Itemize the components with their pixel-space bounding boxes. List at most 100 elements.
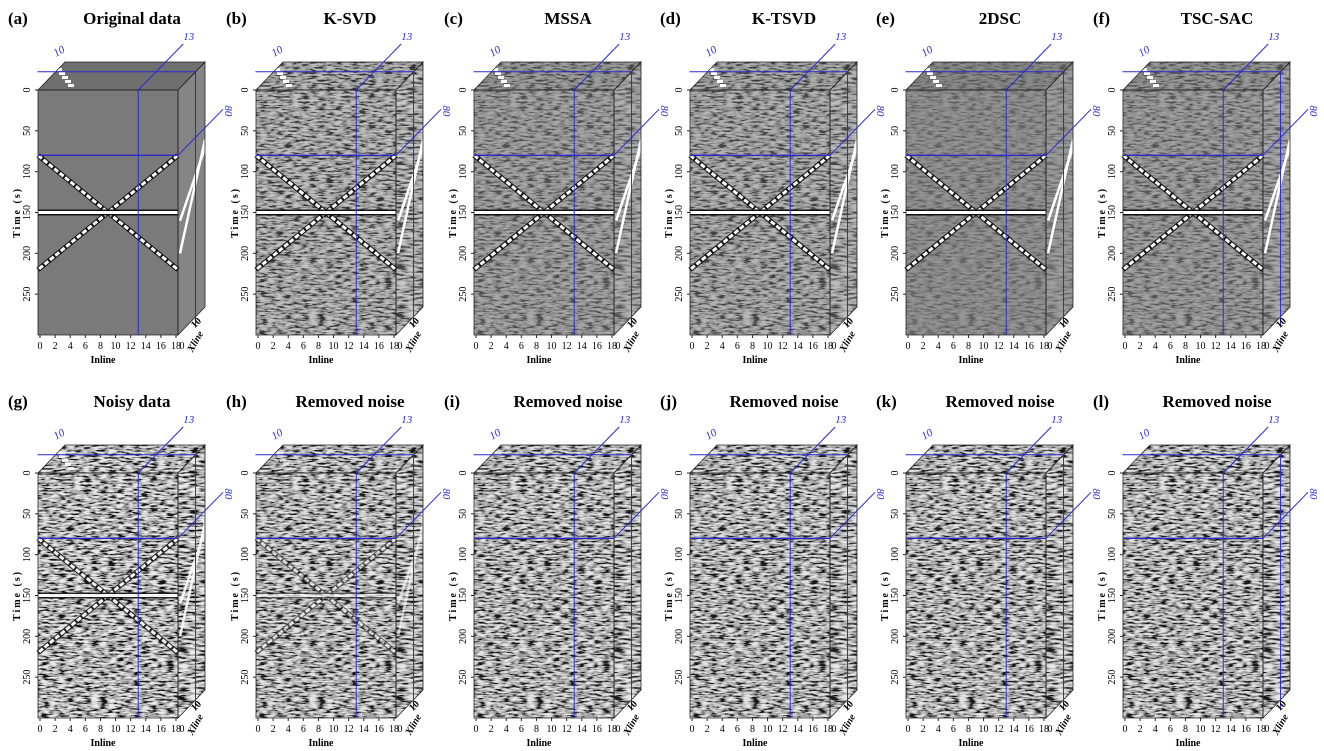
- event: [255, 594, 327, 654]
- y-tick-label: 50: [1107, 126, 1118, 136]
- y-tick-label: 200: [674, 629, 685, 644]
- x-tick-label: 6: [1168, 341, 1173, 352]
- x-tick-label: 6: [301, 341, 306, 352]
- event: [689, 154, 761, 214]
- event: [56, 451, 62, 454]
- x-tick-label: 2: [271, 724, 276, 735]
- xline-axis-label: Xline: [837, 712, 858, 738]
- event: [1046, 530, 1075, 605]
- x-tick-label: 0: [38, 724, 43, 735]
- event: [905, 211, 977, 271]
- event: [1263, 522, 1292, 637]
- y-tick-label: 200: [890, 246, 901, 261]
- y-tick-label: 150: [22, 205, 33, 220]
- y-tick-label: 100: [1107, 164, 1118, 179]
- event: [1150, 463, 1156, 466]
- event: [1191, 536, 1265, 598]
- event: [255, 154, 327, 214]
- x-tick-label: 18: [607, 341, 617, 352]
- event: [720, 84, 726, 87]
- x-tick-label: 10: [763, 341, 773, 352]
- y-tick-label: 200: [1107, 246, 1118, 261]
- y-axis-label: Time (s): [664, 570, 675, 621]
- y-tick-label: 0: [674, 471, 685, 476]
- x-tick-label: 16: [1024, 724, 1034, 735]
- slice-label: 80: [440, 105, 452, 117]
- xline-tick-label: 0: [1265, 341, 1270, 352]
- xline-axis-label: Xline: [1053, 712, 1074, 738]
- event: [274, 451, 280, 454]
- x-axis-label: Inline: [526, 355, 552, 366]
- event: [1263, 530, 1292, 605]
- y-tick-label: 200: [240, 246, 251, 261]
- x-tick-label: 0: [906, 341, 911, 352]
- x-tick-label: 6: [951, 724, 956, 735]
- x-tick-label: 4: [504, 341, 509, 352]
- x-tick-label: 4: [68, 724, 73, 735]
- panel-label: (c): [444, 9, 463, 28]
- event: [1192, 154, 1264, 214]
- event: [689, 211, 761, 271]
- slice-label: 13: [619, 414, 631, 426]
- signal: [688, 64, 859, 272]
- event: [711, 72, 717, 75]
- panel-title: 2DSC: [979, 9, 1022, 28]
- event: [65, 463, 71, 466]
- event: [688, 536, 762, 598]
- event: [714, 76, 720, 79]
- x-tick-label: 14: [577, 724, 587, 735]
- event: [59, 72, 65, 75]
- event: [614, 522, 643, 637]
- event: [688, 593, 762, 655]
- slice-line: [829, 108, 876, 156]
- x-tick-label: 12: [344, 341, 354, 352]
- slice-label: 80: [1307, 488, 1319, 500]
- event: [1192, 537, 1264, 597]
- y-tick-label: 50: [22, 126, 33, 136]
- event: [277, 455, 283, 458]
- xline-axis-label: Xline: [837, 329, 858, 355]
- event: [1144, 72, 1150, 75]
- noise-texture: [690, 473, 830, 718]
- slice-label: 10: [270, 426, 286, 442]
- x-tick-label: 14: [141, 341, 151, 352]
- noise-texture: [614, 445, 641, 718]
- x-tick-label: 14: [359, 341, 369, 352]
- event: [62, 76, 68, 79]
- y-tick-label: 150: [22, 588, 33, 603]
- slice-line: [395, 491, 442, 539]
- event: [498, 459, 504, 462]
- x-tick-label: 4: [720, 341, 725, 352]
- xline-axis-label: Xline: [1270, 712, 1291, 738]
- event: [708, 451, 714, 454]
- event: [705, 64, 711, 67]
- event: [930, 76, 936, 79]
- event: [495, 455, 501, 458]
- event: [325, 594, 397, 654]
- slice-label: 10: [488, 426, 504, 442]
- x-tick-label: 10: [547, 341, 557, 352]
- x-tick-label: 4: [286, 341, 291, 352]
- cube-edge: [1262, 61, 1291, 336]
- event: [905, 154, 977, 214]
- event: [933, 80, 939, 83]
- panel-title: Removed noise: [945, 392, 1055, 411]
- event: [396, 530, 425, 605]
- event: [1192, 211, 1264, 271]
- noise-texture: [38, 445, 205, 473]
- x-tick-label: 4: [720, 724, 725, 735]
- slice-line: [137, 426, 184, 474]
- x-tick-label: 0: [256, 724, 261, 735]
- y-tick-label: 0: [458, 471, 469, 476]
- panel-label: (k): [876, 392, 897, 411]
- panel-label: (l): [1093, 392, 1109, 411]
- noise-texture: [1046, 445, 1073, 718]
- y-tick-label: 0: [22, 471, 33, 476]
- panel: (j) Removed noise131080050100150200250Tim…: [660, 392, 886, 749]
- x-tick-label: 12: [994, 724, 1004, 735]
- slice-line: [789, 426, 836, 474]
- panel-label: (b): [226, 9, 247, 28]
- panel-title: Removed noise: [729, 392, 839, 411]
